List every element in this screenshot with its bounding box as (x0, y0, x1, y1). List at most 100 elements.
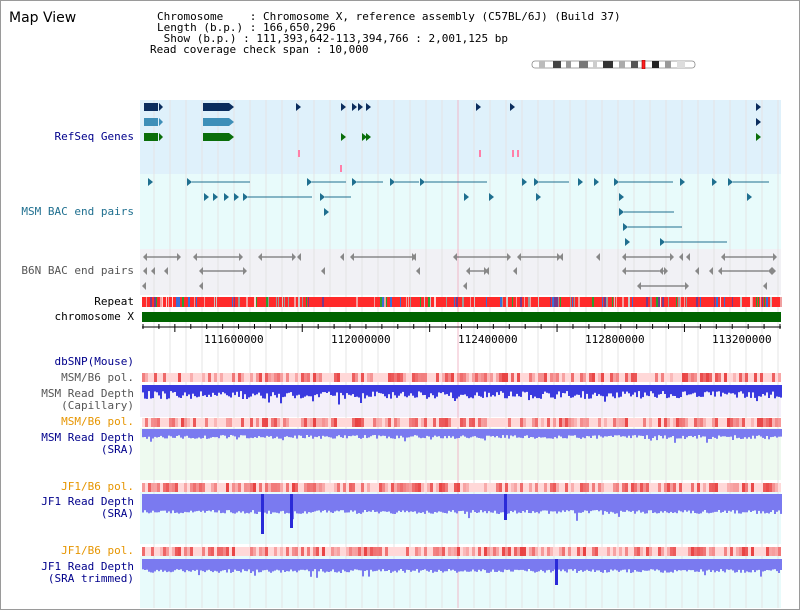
capillary-depth-bar (276, 385, 278, 398)
msm-sra-depth-bar (638, 429, 640, 436)
msm-b6-pol-strip-2-cell (619, 418, 622, 427)
capillary-depth-bar (740, 385, 742, 392)
capillary-depth-bar (766, 385, 768, 393)
msm-b6-pol-strip-cell (391, 373, 394, 382)
capillary-depth-bar (212, 385, 214, 393)
jf1-sra-depth-bar (728, 494, 730, 511)
msm-sra-depth-bar (360, 429, 362, 439)
jf1-trim-depth-bar (728, 559, 730, 570)
capillary-depth-bar (250, 385, 252, 397)
capillary-depth-bar (500, 385, 502, 392)
track-label-chromosome[interactable]: chromosome X (54, 310, 134, 323)
msm-sra-depth-bar (598, 429, 600, 436)
capillary-depth-bar (182, 385, 184, 396)
jf1-trim-depth-bar (334, 559, 336, 573)
msm-b6-pol-strip-cell (487, 373, 490, 382)
track-label-jf1-depth-sra[interactable]: JF1 Read Depth (41, 495, 134, 508)
jf1-trim-depth-bar (746, 559, 748, 572)
msm-sra-depth-bar (462, 429, 464, 436)
chromosome-ideogram[interactable] (531, 54, 697, 70)
msm-sra-depth-bar (382, 429, 384, 436)
jf1-trim-depth-bar (594, 559, 596, 572)
capillary-depth-bar (488, 385, 490, 393)
track-label-jf1-b6-pol-1[interactable]: JF1/B6 pol. (61, 480, 134, 493)
capillary-depth-bar (200, 385, 202, 392)
bac-end-marker (187, 178, 192, 186)
jf1-sra-depth-bar (554, 494, 556, 512)
track-label-msm-b6-pol-1[interactable]: MSM/B6 pol. (61, 371, 134, 384)
msm-sra-depth-bar (416, 429, 418, 436)
capillary-depth-bar (320, 385, 322, 394)
jf1-b6-pol-strip-2-cell (592, 547, 595, 556)
jf1-trim-depth-bar (206, 559, 208, 571)
track-label-repeat[interactable]: Repeat (94, 295, 134, 308)
msm-b6-pol-strip-cell (544, 373, 547, 382)
repeat-element (574, 297, 575, 307)
repeat-element (780, 297, 782, 307)
track-label-jf1-b6-pol-2[interactable]: JF1/B6 pol. (61, 544, 134, 557)
jf1-b6-pol-strip-cell (409, 483, 412, 492)
track-label-refseq[interactable]: RefSeq Genes (54, 130, 134, 143)
capillary-depth-bar (256, 385, 258, 395)
repeat-element (668, 297, 669, 307)
jf1-trim-depth-bar (678, 559, 680, 571)
jf1-b6-pol-strip-2-cell (190, 547, 193, 556)
msm-sra-depth-bar (446, 429, 448, 439)
msm-b6-pol-strip-2-cell (520, 418, 523, 427)
jf1-sra-depth-bar (762, 494, 764, 512)
track-label-msm-b6-pol-2[interactable]: MSM/B6 pol. (61, 415, 134, 428)
bac-end-marker (243, 193, 248, 201)
capillary-depth-bar (442, 385, 444, 393)
capillary-depth-bar (390, 385, 392, 399)
capillary-depth-bar (618, 385, 620, 398)
jf1-b6-pol-strip-cell (553, 483, 556, 492)
msm-sra-depth-bar (694, 429, 696, 436)
jf1-b6-pol-strip-cell (766, 483, 769, 492)
msm-b6-pol-strip-2-cell (331, 418, 334, 427)
jf1-trim-depth-bar (330, 559, 332, 572)
axis-tick-label: 111600000 (204, 333, 264, 346)
jf1-b6-pol-strip-cell (247, 483, 250, 492)
jf1-b6-pol-strip-cell (640, 483, 643, 492)
capillary-depth-bar (702, 385, 704, 397)
jf1-b6-pol-strip-cell (658, 483, 661, 492)
track-label-b6n-bac[interactable]: B6N BAC end pairs (21, 264, 134, 277)
jf1-b6-pol-strip-2-cell (433, 547, 436, 556)
msm-sra-depth-bar (564, 429, 566, 439)
b6n-end-marker (412, 253, 416, 261)
jf1-sra-depth-bar (516, 494, 518, 514)
capillary-depth-bar (218, 385, 220, 393)
gene-block (203, 103, 229, 111)
jf1-trim-depth-bar (212, 559, 214, 573)
msm-sra-depth-bar (660, 429, 662, 436)
msm-b6-pol-strip-2-cell (229, 418, 232, 427)
jf1-sra-depth-bar (482, 494, 484, 513)
msm-sra-depth-bar (326, 429, 328, 437)
jf1-sra-depth-bar (440, 494, 442, 512)
jf1-trim-depth-bar (754, 559, 756, 573)
track-label-msm-depth-sra[interactable]: MSM Read Depth (41, 431, 134, 444)
track-label-msm-depth-capillary[interactable]: MSM Read Depth (41, 387, 134, 400)
jf1-trim-depth-bar (294, 559, 296, 571)
msm-b6-pol-strip-2-cell (622, 418, 625, 427)
msm-b6-pol-strip-cell (490, 373, 493, 382)
jf1-trim-depth-bar (704, 559, 706, 576)
track-label-msm-bac[interactable]: MSM BAC end pairs (21, 205, 134, 218)
msm-b6-pol-strip-2-cell (172, 418, 175, 427)
capillary-depth-bar (724, 385, 726, 394)
msm-sra-depth-bar (596, 429, 598, 439)
jf1-sra-depth-bar (446, 494, 448, 514)
track-label-jf1-depth-trimmed[interactable]: JF1 Read Depth (41, 560, 134, 573)
jf1-sra-depth-bar (208, 494, 210, 511)
msm-b6-pol-strip-cell (661, 373, 664, 382)
repeat-element (756, 297, 757, 307)
jf1-sra-depth-bar (200, 494, 202, 512)
jf1-trim-depth-bar (506, 559, 508, 570)
jf1-trim-depth-bar (672, 559, 674, 573)
jf1-sra-depth-bar (362, 494, 364, 513)
jf1-trim-depth-bar (558, 559, 560, 570)
capillary-depth-bar (650, 385, 652, 392)
track-label-dbsnp[interactable]: dbSNP(Mouse) (54, 355, 134, 368)
msm-sra-depth-bar (502, 429, 504, 436)
